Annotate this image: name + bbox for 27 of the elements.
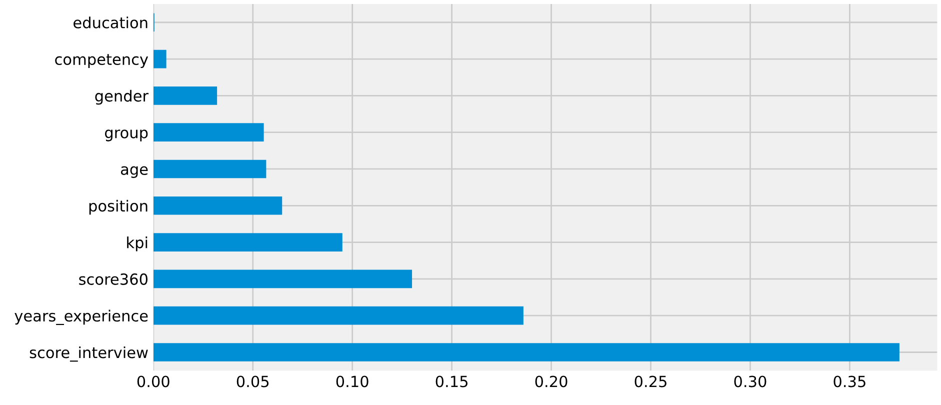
y-tick-label: age (120, 166, 148, 178)
x-tick-label: 0.15 (436, 376, 468, 388)
bar (153, 343, 900, 362)
y-tick-label: competency (55, 54, 148, 68)
y-tick-label: position (89, 200, 148, 215)
x-tick-label: 0.35 (834, 376, 866, 388)
y-tick-label: years_experience (14, 310, 148, 326)
y-tick-label: gender (95, 90, 149, 105)
bar (153, 50, 166, 68)
bar (153, 233, 342, 252)
bar (153, 306, 524, 325)
y-tick-label: kpi (127, 236, 148, 252)
bar (153, 270, 412, 288)
bar (153, 196, 282, 215)
bar (153, 160, 266, 178)
x-tick-label: 0.05 (236, 376, 269, 388)
y-tick-label: score360 (79, 273, 148, 285)
x-tick-label: 0.00 (137, 376, 170, 388)
x-tick-label: 0.20 (535, 376, 568, 388)
y-tick-label: education (74, 16, 148, 28)
x-tick-label: 0.30 (734, 376, 766, 388)
x-tick-label: 0.25 (634, 376, 666, 388)
y-tick-label: group (105, 130, 148, 142)
x-tick-label: 0.10 (336, 376, 368, 388)
bar (153, 123, 264, 142)
bar (153, 86, 218, 105)
y-tick-label: score_interview (30, 346, 148, 362)
